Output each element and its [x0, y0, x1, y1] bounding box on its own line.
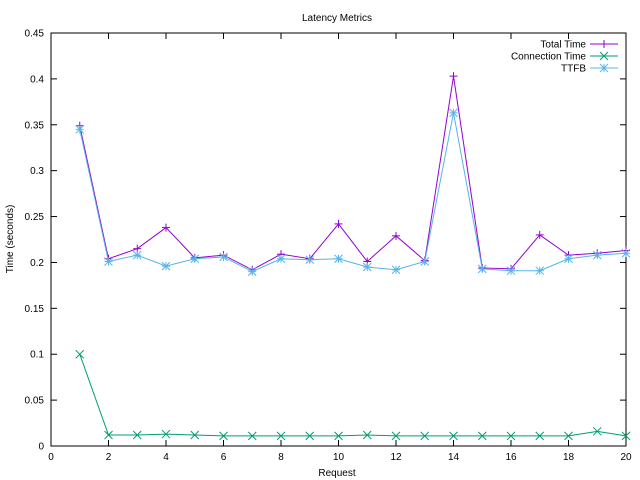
- data-point: [600, 40, 608, 48]
- data-point: [305, 255, 315, 265]
- data-point: [564, 254, 573, 264]
- y-tick-label: 0.3: [30, 166, 44, 177]
- y-tick-label: 0.25: [25, 212, 45, 223]
- x-tick-label: 0: [48, 452, 54, 463]
- data-point: [190, 430, 200, 440]
- data-point: [420, 431, 430, 441]
- data-point: [477, 431, 487, 441]
- plot-frame: [50, 32, 627, 447]
- data-point: [334, 254, 343, 264]
- data-point: [190, 254, 200, 264]
- data-point: [592, 426, 602, 436]
- legend-item: Total Time: [540, 40, 618, 51]
- data-point: [599, 51, 609, 61]
- data-point: [276, 431, 286, 441]
- data-point: [162, 223, 170, 232]
- data-point: [477, 264, 487, 274]
- data-point: [621, 248, 631, 258]
- x-tick-label: 18: [563, 452, 575, 463]
- chart-title: Latency Metrics: [302, 13, 372, 24]
- data-point: [132, 430, 142, 440]
- data-point: [621, 431, 631, 441]
- x-tick-label: 20: [620, 452, 632, 463]
- legend-label: Connection Time: [511, 52, 586, 63]
- series-connection-time: [75, 349, 631, 441]
- data-point: [334, 431, 343, 441]
- x-tick-label: 12: [390, 452, 402, 463]
- data-point: [392, 231, 400, 240]
- x-tick-label: 16: [505, 452, 517, 463]
- data-point: [75, 125, 85, 134]
- data-point: [564, 431, 573, 441]
- legend-label: Total Time: [540, 40, 586, 51]
- legend-label: TTFB: [561, 64, 586, 75]
- x-tick-label: 10: [333, 452, 345, 463]
- legend-item: Connection Time: [511, 52, 618, 63]
- series-layer: [75, 72, 631, 441]
- series-line: [79, 112, 627, 273]
- y-tick-label: 0.15: [25, 304, 45, 315]
- data-point: [305, 431, 315, 441]
- y-tick-label: 0.35: [25, 120, 45, 131]
- data-point: [592, 250, 602, 260]
- data-point: [449, 72, 458, 81]
- x-axis: 0 2 4 6 8 10 12 14 16 18 20: [48, 33, 632, 463]
- data-point: [535, 431, 545, 441]
- data-point: [161, 261, 171, 271]
- data-point: [104, 257, 113, 266]
- y-tick-label: 0.05: [25, 396, 45, 407]
- data-point: [420, 257, 430, 266]
- data-point: [247, 267, 257, 276]
- data-point: [247, 431, 257, 441]
- series-ttfb: [75, 108, 631, 276]
- x-tick-label: 6: [221, 452, 227, 463]
- y-tick-label: 0.45: [25, 29, 45, 40]
- data-point: [449, 431, 458, 441]
- x-tick-label: 14: [448, 452, 460, 463]
- data-point: [391, 265, 401, 275]
- data-point: [104, 430, 113, 440]
- data-point: [75, 349, 85, 359]
- data-point: [219, 252, 228, 262]
- y-axis-label: Time (seconds): [5, 205, 16, 274]
- series-line: [79, 354, 627, 437]
- data-point: [449, 108, 458, 118]
- x-tick-label: 8: [278, 452, 284, 463]
- x-tick-label: 4: [163, 452, 169, 463]
- data-point: [535, 266, 545, 276]
- x-axis-label: Request: [318, 468, 355, 479]
- data-point: [219, 431, 228, 441]
- data-point: [506, 431, 516, 441]
- data-point: [391, 431, 401, 441]
- data-point: [334, 219, 343, 228]
- data-point: [599, 63, 609, 73]
- data-point: [506, 266, 516, 276]
- y-tick-label: 0.4: [30, 74, 44, 85]
- data-point: [362, 262, 372, 272]
- data-point: [362, 430, 372, 440]
- y-axis: 0 0.05 0.1 0.15 0.2 0.25 0.3 0.35 0.4 0.45: [25, 29, 626, 453]
- series-line: [79, 76, 627, 271]
- y-tick-label: 0.2: [30, 258, 44, 269]
- x-tick-label: 2: [106, 452, 112, 463]
- data-point: [132, 250, 142, 260]
- data-point: [276, 254, 286, 264]
- y-tick-label: 0: [38, 442, 44, 453]
- series-total-time: [75, 72, 630, 274]
- data-point: [535, 230, 544, 239]
- legend-item: TTFB: [561, 64, 618, 75]
- data-point: [161, 429, 171, 439]
- y-tick-label: 0.1: [30, 350, 44, 361]
